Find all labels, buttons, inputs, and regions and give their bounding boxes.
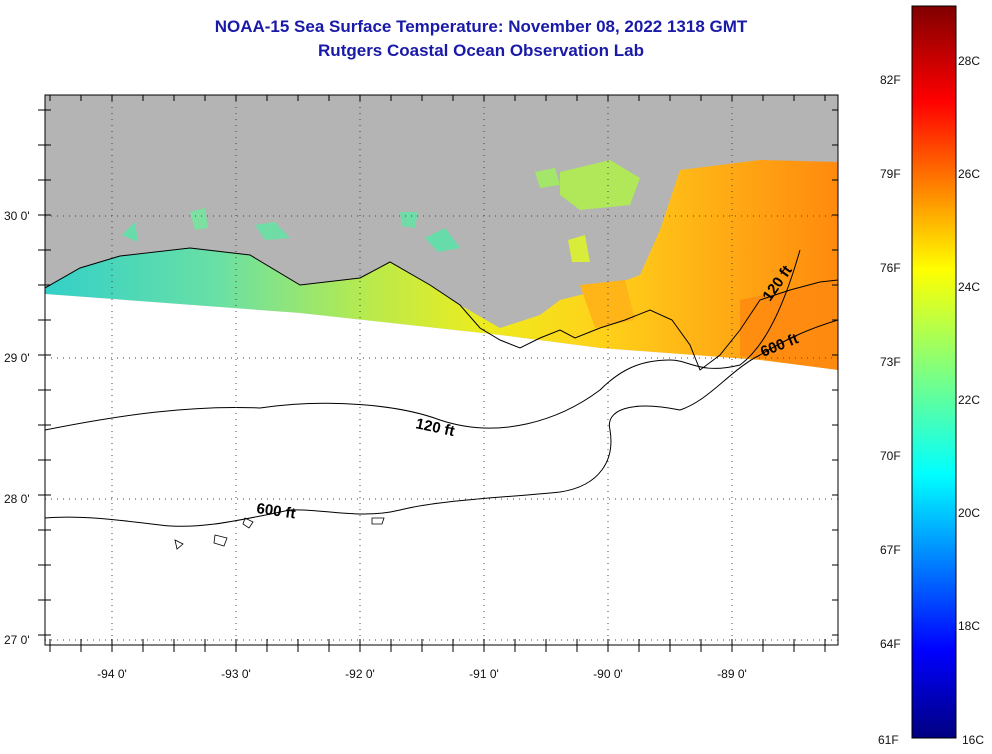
inland-water (400, 212, 418, 228)
contour-120ft (45, 249, 801, 431)
bank-outline (242, 517, 254, 529)
cb-f-76: 76F (880, 261, 901, 275)
inland-water (255, 222, 290, 240)
inland-water (568, 235, 590, 262)
inland-water (580, 280, 635, 328)
contour-label-600ft: 600 ft (255, 500, 296, 522)
cb-f-73: 73F (880, 355, 901, 369)
bank-outline (213, 534, 228, 547)
cb-c-24: 24C (958, 280, 980, 294)
inland-water (122, 222, 138, 242)
inland-water (535, 168, 560, 188)
lat-label-30: 30 0' (4, 209, 30, 223)
lon-label-90: -90 0' (593, 667, 623, 681)
lat-label-27: 27 0' (4, 633, 30, 647)
warm-patch (740, 280, 838, 370)
lat-label-28: 28 0' (4, 492, 30, 506)
cb-f-82: 82F (880, 73, 901, 87)
grid-lines (45, 95, 838, 645)
map-frame (44, 94, 839, 646)
lon-label-89: -89 0' (717, 667, 747, 681)
axis-ticks (38, 95, 838, 652)
sst-swath (45, 160, 838, 370)
colorbar (911, 5, 957, 739)
lon-label-93: -93 0' (221, 667, 251, 681)
cb-c-18: 18C (958, 619, 980, 633)
lat-label-29: 29 0' (4, 351, 30, 365)
open-ocean (45, 294, 838, 645)
cb-f-67: 67F (880, 543, 901, 557)
lon-label-91: -91 0' (469, 667, 499, 681)
cb-f-64: 64F (880, 637, 901, 651)
cb-c-28: 28C (958, 54, 980, 68)
lon-label-92: -92 0' (345, 667, 375, 681)
cb-c-20: 20C (958, 506, 980, 520)
inland-water (425, 228, 460, 252)
cb-f-79: 79F (880, 167, 901, 181)
cb-c-16: 16C (962, 733, 984, 747)
map-subtitle: Rutgers Coastal Ocean Observation Lab (318, 41, 644, 60)
coastline (45, 247, 838, 371)
contour-600ft (45, 319, 838, 527)
cb-c-26: 26C (958, 167, 980, 181)
cb-f-70: 70F (880, 449, 901, 463)
bank-outline (174, 539, 184, 550)
inland-water (560, 160, 640, 210)
cb-c-22: 22C (958, 393, 980, 407)
map-title: NOAA-15 Sea Surface Temperature: Novembe… (214, 17, 748, 36)
inland-water (190, 208, 208, 230)
lon-label-94: -94 0' (97, 667, 127, 681)
cb-f-61: 61F (878, 733, 899, 747)
bank-outline (371, 517, 385, 525)
